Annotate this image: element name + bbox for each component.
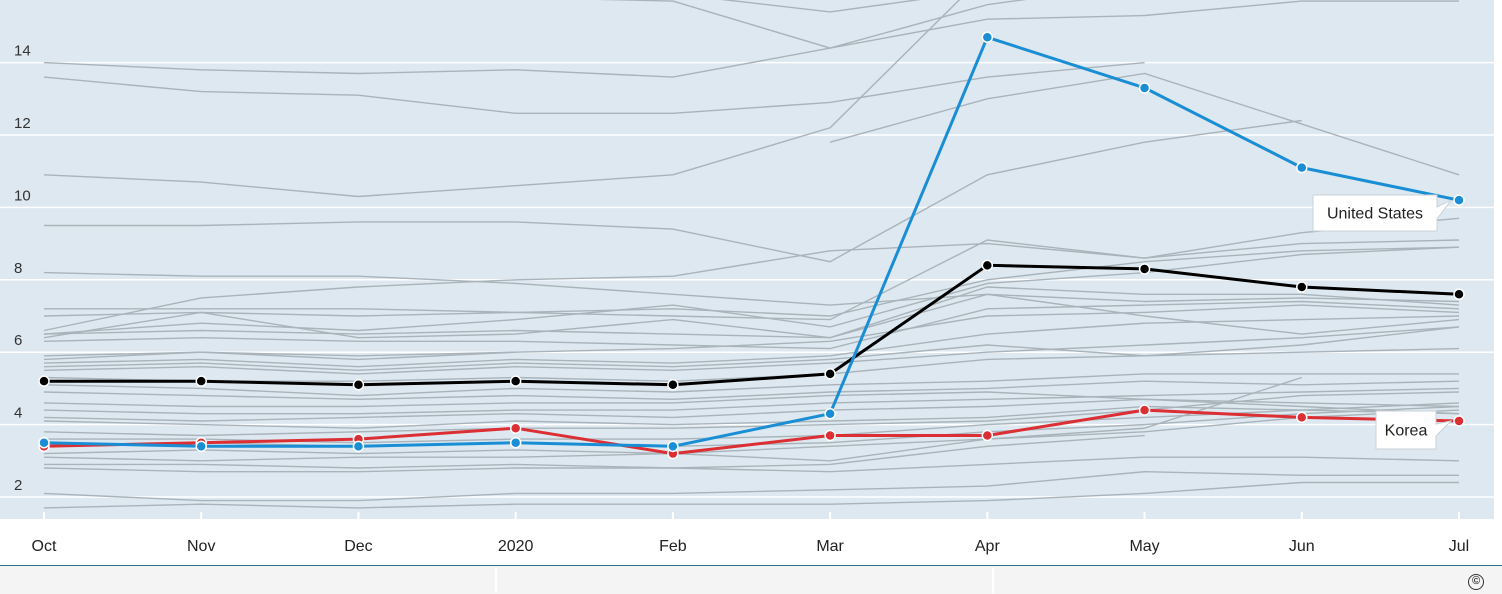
footer-separator <box>992 568 994 593</box>
context-series-line <box>43 398 1460 422</box>
united_states-callout-label: United States <box>1327 206 1423 223</box>
united_states-line <box>43 35 1460 448</box>
gridlines <box>0 61 1494 498</box>
united_states-point <box>38 436 50 449</box>
context-series-line <box>44 434 1145 469</box>
x-tick-label: Feb <box>659 538 687 555</box>
average-point <box>981 259 994 272</box>
average-point <box>1296 281 1308 293</box>
context-series-line <box>43 409 1460 455</box>
united_states-point <box>509 436 522 449</box>
context-series-line <box>43 61 1145 114</box>
context-series-line <box>43 271 1460 335</box>
y-tick-label: 4 <box>14 405 22 422</box>
average-point <box>824 368 836 380</box>
context-series-line <box>43 373 1459 397</box>
x-tick-label: 2020 <box>498 538 534 555</box>
context-series-line <box>43 304 1460 361</box>
y-tick-label: 6 <box>14 332 22 349</box>
average-point <box>195 375 207 387</box>
korea-callout-box <box>1375 410 1453 450</box>
united_states-callout-box <box>1312 194 1452 232</box>
united_states-point <box>667 440 679 453</box>
context-series-line <box>43 246 1460 317</box>
average-point <box>1453 288 1465 301</box>
footer-bar <box>0 565 1502 594</box>
y-tick-label: 14 <box>14 43 31 60</box>
x-tick-label: Nov <box>187 538 215 555</box>
context-series-line <box>720 0 922 13</box>
context-series-line <box>43 470 1459 502</box>
context-series-line <box>43 0 961 198</box>
x-axis: Oct Nov Dec 2020 Feb Mar Apr May Jun Jul <box>0 512 1502 566</box>
context-series-line <box>43 286 1460 339</box>
united_states-point <box>1138 82 1151 94</box>
context-series-line <box>43 315 1460 368</box>
context-series-line <box>43 405 1460 429</box>
context-series-line <box>43 326 1460 372</box>
korea-line <box>43 408 1460 456</box>
copyright-icon: © <box>1468 574 1484 590</box>
context-series-line <box>43 351 516 361</box>
average-point <box>352 379 365 391</box>
context-series-line <box>43 293 1460 339</box>
korea-callout-label: Korea <box>1385 423 1428 440</box>
korea-point <box>824 429 836 442</box>
united_states-point <box>195 440 207 453</box>
context-series-line <box>43 0 1459 78</box>
average-point <box>1138 263 1151 275</box>
x-axis-band <box>0 519 1502 566</box>
context-series-line <box>43 380 1460 401</box>
context-series-line <box>596 0 1027 49</box>
united_states-point <box>1296 161 1308 174</box>
context-series-line <box>44 217 1460 321</box>
context-series-line <box>43 347 1460 382</box>
context-series-line <box>43 246 1460 335</box>
united_states-point <box>352 440 365 453</box>
korea-point <box>1138 404 1151 416</box>
plot-background <box>0 0 1494 519</box>
context-series-line <box>43 239 1460 332</box>
context-series-line <box>43 456 1460 473</box>
x-tick-label: Dec <box>344 538 372 555</box>
x-tick-label: May <box>1129 538 1159 555</box>
united_states-point <box>824 407 836 420</box>
context-series-line <box>43 300 1460 350</box>
y-tick-label: 2 <box>14 477 22 494</box>
korea-point <box>1453 415 1465 427</box>
average-line <box>44 263 1460 387</box>
x-tick-label: Apr <box>975 538 1001 555</box>
context-series-line <box>43 326 1460 375</box>
average-point <box>38 375 50 387</box>
line-chart: 2 4 6 8 10 12 14 Oct Nov Dec 2020 Feb Mar Apr May Jun J… <box>0 0 1502 566</box>
context-series-line <box>43 387 1460 415</box>
highlighted-series <box>38 31 1465 460</box>
x-tick-label: Oct <box>32 538 57 555</box>
series-callouts: United States Korea <box>1312 194 1453 450</box>
y-tick-label: 10 <box>14 187 31 204</box>
korea-point <box>1296 411 1308 424</box>
korea-point <box>509 422 522 434</box>
context-series-line <box>43 481 1459 509</box>
footer-separator <box>495 568 497 593</box>
y-tick-label: 8 <box>14 260 22 277</box>
average-point <box>509 375 522 387</box>
united_states-point <box>1453 194 1465 206</box>
average-point <box>667 379 679 391</box>
context-series <box>43 0 1460 509</box>
context-series-line <box>829 72 1460 176</box>
x-tick-label: Jun <box>1289 538 1315 555</box>
united_states-point <box>981 31 994 44</box>
y-tick-label: 12 <box>14 115 31 132</box>
x-tick-label: Mar <box>816 538 844 555</box>
korea-point <box>981 429 994 442</box>
context-series-line <box>44 119 1302 263</box>
x-tick-label: Jul <box>1449 538 1469 555</box>
y-tick-labels: 2 4 6 8 10 12 14 <box>14 43 31 494</box>
